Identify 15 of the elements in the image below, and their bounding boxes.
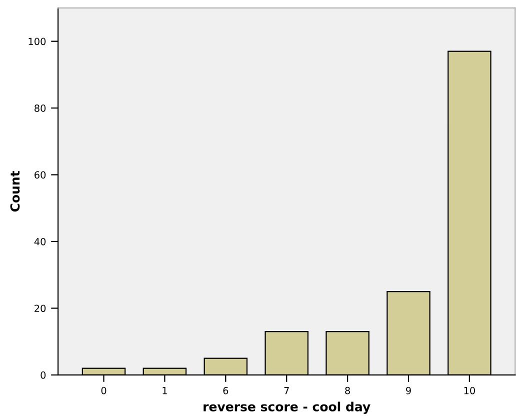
y-tick-label: 20 [34, 304, 46, 312]
x-tick-label: 7 [284, 387, 289, 394]
y-tick-label: 100 [28, 38, 46, 46]
x-tick-label: 0 [101, 386, 106, 394]
x-tick-label: 8 [345, 386, 350, 394]
x-axis-title: reverse score - cool day [204, 402, 370, 414]
x-tick-label: 6 [223, 386, 228, 394]
x-tick-label: 1 [162, 387, 167, 394]
x-tick-label: 10 [464, 386, 475, 394]
x-tick-label: 9 [406, 386, 411, 394]
y-tick-label: 0 [40, 371, 46, 379]
y-tick-label: 60 [34, 171, 46, 179]
y-tick-label: 40 [34, 238, 46, 246]
y-tick-label: 80 [34, 104, 46, 112]
y-axis-title: Count [10, 170, 20, 212]
